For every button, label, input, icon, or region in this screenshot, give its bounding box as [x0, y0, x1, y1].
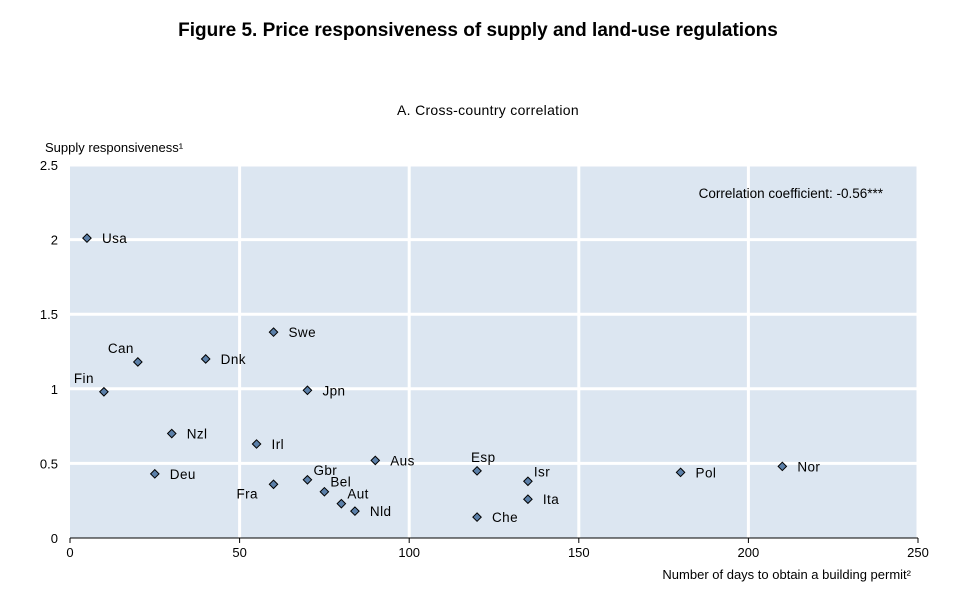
plot-area: [70, 165, 918, 538]
x-tick-label: 150: [568, 545, 590, 560]
point-label-fra: Fra: [237, 486, 259, 501]
data-point-aut: [336, 498, 347, 509]
data-point-nld: [350, 506, 360, 517]
point-label-irl: Irl: [272, 437, 284, 452]
data-point-che: [472, 512, 482, 523]
y-tick-label: 1: [51, 382, 58, 397]
point-label-nld: Nld: [370, 504, 391, 519]
x-tick-label: 50: [232, 545, 246, 560]
data-point-ita: [523, 494, 533, 505]
y-tick-label: 2.5: [40, 158, 58, 173]
axis-ticks: 0 50 100 150 200 250 0 0.5 1 1.5 2 2.5: [40, 158, 929, 560]
point-label-isr: Isr: [534, 464, 550, 479]
point-label-can: Can: [108, 341, 134, 356]
point-label-che: Che: [492, 510, 518, 525]
data-point-swe: [268, 327, 279, 338]
point-label-dnk: Dnk: [221, 352, 246, 367]
data-point-jpn: [302, 385, 313, 396]
data-point-bel: [319, 486, 330, 497]
point-label-usa: Usa: [102, 231, 127, 246]
x-tick-label: 200: [738, 545, 760, 560]
panel-title: A. Cross-country correlation: [397, 102, 579, 118]
y-tick-label: 1.5: [40, 307, 58, 322]
y-tick-label: 2: [51, 233, 58, 248]
y-tick-label: 0.5: [40, 456, 58, 471]
point-label-nzl: Nzl: [187, 427, 208, 442]
data-point-aus: [370, 455, 381, 466]
correlation-annotation: Correlation coefficient: -0.56***: [699, 186, 884, 201]
point-label-gbr: Gbr: [313, 463, 337, 478]
y-tick-label: 0: [51, 531, 58, 546]
gridlines: [70, 163, 920, 538]
data-point-nor: [777, 461, 788, 472]
figure-title: Figure 5. Price responsiveness of supply…: [178, 20, 778, 41]
data-point-isr: [523, 476, 533, 487]
data-point-gbr: [302, 474, 313, 485]
data-point-irl: [251, 439, 262, 449]
data-point-deu: [149, 468, 160, 479]
x-axis-title: Number of days to obtain a building perm…: [662, 567, 911, 582]
point-label-nor: Nor: [797, 459, 820, 474]
point-label-deu: Deu: [170, 467, 196, 482]
data-point-fra: [268, 479, 279, 490]
data-point-pol: [675, 467, 686, 478]
point-label-aus: Aus: [390, 453, 414, 468]
point-label-jpn: Jpn: [322, 383, 345, 398]
data-point-nzl: [166, 428, 177, 439]
point-label-pol: Pol: [696, 465, 717, 480]
point-label-ita: Ita: [543, 492, 559, 507]
point-label-bel: Bel: [330, 475, 351, 490]
data-point-esp: [472, 465, 482, 476]
x-tick-label: 100: [398, 545, 420, 560]
y-axis-title: Supply responsiveness¹: [45, 140, 184, 155]
data-point-dnk: [200, 354, 211, 364]
data-point-usa: [82, 233, 92, 244]
point-label-aut: Aut: [347, 487, 368, 502]
x-tick-label: 0: [66, 545, 73, 560]
point-label-esp: Esp: [471, 450, 495, 465]
point-label-fin: Fin: [74, 371, 94, 386]
point-label-swe: Swe: [289, 325, 316, 340]
data-point-can: [132, 357, 143, 367]
data-point-fin: [99, 386, 109, 397]
x-tick-label: 250: [907, 545, 929, 560]
data-points: UsaCanFinDnkSweJpnNzlIrlDeuFraGbrBelAutN…: [74, 231, 820, 525]
